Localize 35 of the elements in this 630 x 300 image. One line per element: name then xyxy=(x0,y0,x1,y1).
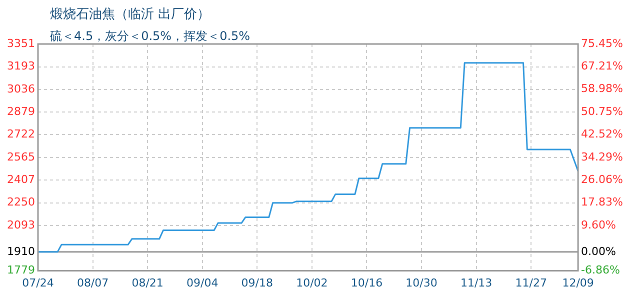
x-tick-label: 10/30 xyxy=(406,276,438,290)
y-tick-label: 3036 xyxy=(6,82,35,96)
x-tick-label: 09/04 xyxy=(186,276,218,290)
y-tick-label: 2879 xyxy=(6,104,35,118)
y-tick-label: 2722 xyxy=(6,128,35,141)
y-tick-label: 3193 xyxy=(6,60,35,73)
y-tick-label: 1779 xyxy=(6,264,35,277)
y2-tick-label: 34.29% xyxy=(581,150,624,164)
x-tick-label: 10/16 xyxy=(350,276,383,290)
y2-tick-label: -6.86% xyxy=(581,264,620,277)
y-tick-label: 2407 xyxy=(6,173,35,186)
y-tick-label: 2565 xyxy=(6,150,35,164)
y2-tick-label: 75.45% xyxy=(581,36,624,50)
y2-tick-label: 26.06% xyxy=(581,172,624,186)
y2-tick-label: 9.60% xyxy=(581,218,616,232)
y-tick-label: 1910 xyxy=(6,244,35,258)
x-tick-label: 09/18 xyxy=(241,276,273,290)
y-tick-label: 3351 xyxy=(6,36,35,50)
y2-tick-label: 42.52% xyxy=(581,128,624,141)
y2-tick-label: 58.98% xyxy=(581,82,624,96)
x-tick-label: 08/21 xyxy=(132,276,164,290)
chart-subtitle: 硫＜4.5，灰分＜0.5%，挥发＜0.5% xyxy=(50,28,250,45)
y2-tick-label: 67.21% xyxy=(581,60,624,73)
x-tick-label: 12/09 xyxy=(562,276,594,290)
x-tick-label: 10/02 xyxy=(296,276,328,290)
y-tick-label: 2093 xyxy=(6,218,35,232)
y2-tick-label: 50.75% xyxy=(581,104,624,118)
y2-tick-label: 17.83% xyxy=(581,196,624,209)
y-tick-label: 2250 xyxy=(6,196,35,209)
chart-title: 煅烧石油焦（临沂 出厂价） xyxy=(50,6,210,23)
x-tick-label: 11/13 xyxy=(460,276,492,290)
x-tick-label: 07/24 xyxy=(22,276,54,290)
x-tick-label: 11/27 xyxy=(515,276,547,290)
y2-tick-label: 0.00% xyxy=(581,244,616,258)
x-tick-label: 08/07 xyxy=(76,276,109,290)
